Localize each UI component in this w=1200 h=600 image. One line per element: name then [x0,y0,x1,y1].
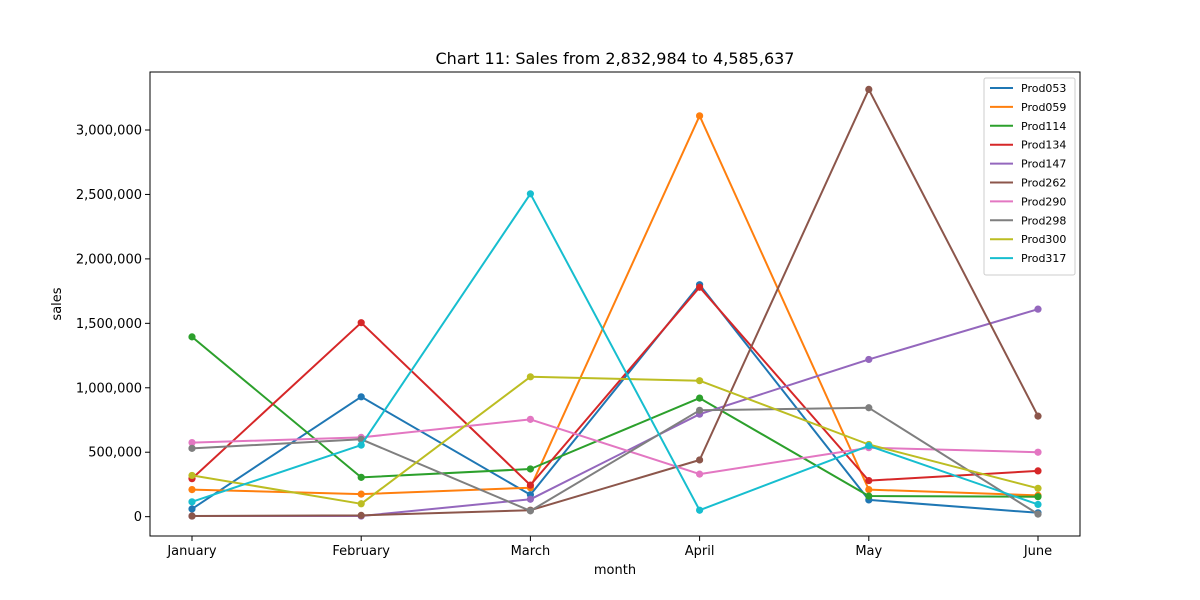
data-point [865,85,873,93]
legend-box [983,77,1076,276]
data-point [526,190,535,198]
data-point [357,319,365,327]
data-point [1034,448,1042,456]
data-point [357,473,365,481]
data-point [865,476,873,485]
legend: Prod053 Prod059 Prod114 Prod134 Prod147 Prod2… [983,77,1076,276]
data-point [865,355,873,364]
series-Prod114 [188,333,1042,501]
data-point [188,438,196,447]
x-axis: January February March April May June [166,536,1052,559]
data-point [188,444,196,452]
y-tick-label: 2,000,000 [76,252,142,267]
data-point [1034,467,1042,475]
y-tick-label: 0 [134,510,142,525]
plot-area [188,85,1042,520]
data-point [357,490,365,498]
y-axis: 0 500,000 1,000,000 1,500,000 2,000,000 2,500… [76,124,150,525]
y-tick-label: 1,500,000 [76,317,142,332]
data-point [188,471,196,480]
data-point [357,500,365,508]
x-tick-label: February [332,544,390,559]
series-line [191,192,1039,512]
chart-title: Chart 11: Sales from 2,832,984 to 4,585,… [436,49,795,68]
series-line [191,88,1039,517]
data-point [696,112,704,120]
data-point [696,283,704,291]
data-point [865,442,873,450]
data-point [696,506,704,514]
x-tick-label: May [855,544,882,559]
data-point [1034,305,1042,313]
y-tick-label: 1,000,000 [76,381,142,396]
data-point [188,333,196,341]
data-point [526,373,535,381]
data-point [188,512,196,520]
legend-label: Prod300 [1021,233,1066,246]
y-axis-label: sales [50,287,65,320]
data-point [526,415,535,423]
series-Prod134 [188,283,1042,489]
series-Prod290 [188,415,1042,478]
x-axis-label: month [594,563,636,578]
legend-label: Prod262 [1021,177,1066,190]
data-point [526,465,535,473]
legend-label: Prod298 [1021,214,1066,227]
data-point [1034,500,1042,509]
data-point [188,498,196,506]
legend-label: Prod134 [1021,139,1066,152]
data-point [357,441,365,449]
data-point [696,406,704,414]
data-point [1034,484,1042,492]
x-tick-label: June [1023,544,1052,559]
series-Prod053 [188,281,1042,517]
data-point [1034,493,1042,501]
legend-label: Prod059 [1021,101,1066,114]
data-point [696,470,704,478]
legend-label: Prod053 [1021,82,1066,95]
y-tick-label: 2,500,000 [76,188,142,203]
series-line [191,283,1039,514]
series-Prod317 [188,190,1042,514]
data-point [865,404,873,412]
legend-label: Prod290 [1021,195,1066,208]
series-line [191,286,1039,487]
data-point [865,492,873,500]
x-tick-label: April [685,544,715,559]
series-line [191,406,1039,515]
data-point [696,394,704,402]
y-tick-label: 3,000,000 [76,124,142,139]
data-point [696,377,704,385]
data-point [357,393,365,401]
series-line [191,418,1039,476]
data-point [696,456,704,464]
data-point [526,481,535,489]
data-point [188,505,196,513]
data-point [1034,412,1042,420]
legend-label: Prod317 [1021,252,1066,265]
data-point [526,495,535,503]
x-tick-label: January [166,544,217,559]
data-point [357,511,365,519]
data-point [188,486,196,494]
series-Prod298 [188,404,1042,518]
series-line [191,375,1039,505]
legend-label: Prod114 [1021,120,1066,133]
data-point [1034,510,1042,518]
series-line [191,114,1039,497]
data-point [865,486,873,494]
y-tick-label: 500,000 [88,446,142,461]
x-tick-label: March [511,544,551,559]
data-point [526,507,535,515]
legend-label: Prod147 [1021,158,1066,171]
plot-frame [149,71,1081,537]
series-Prod147 [188,305,1042,520]
